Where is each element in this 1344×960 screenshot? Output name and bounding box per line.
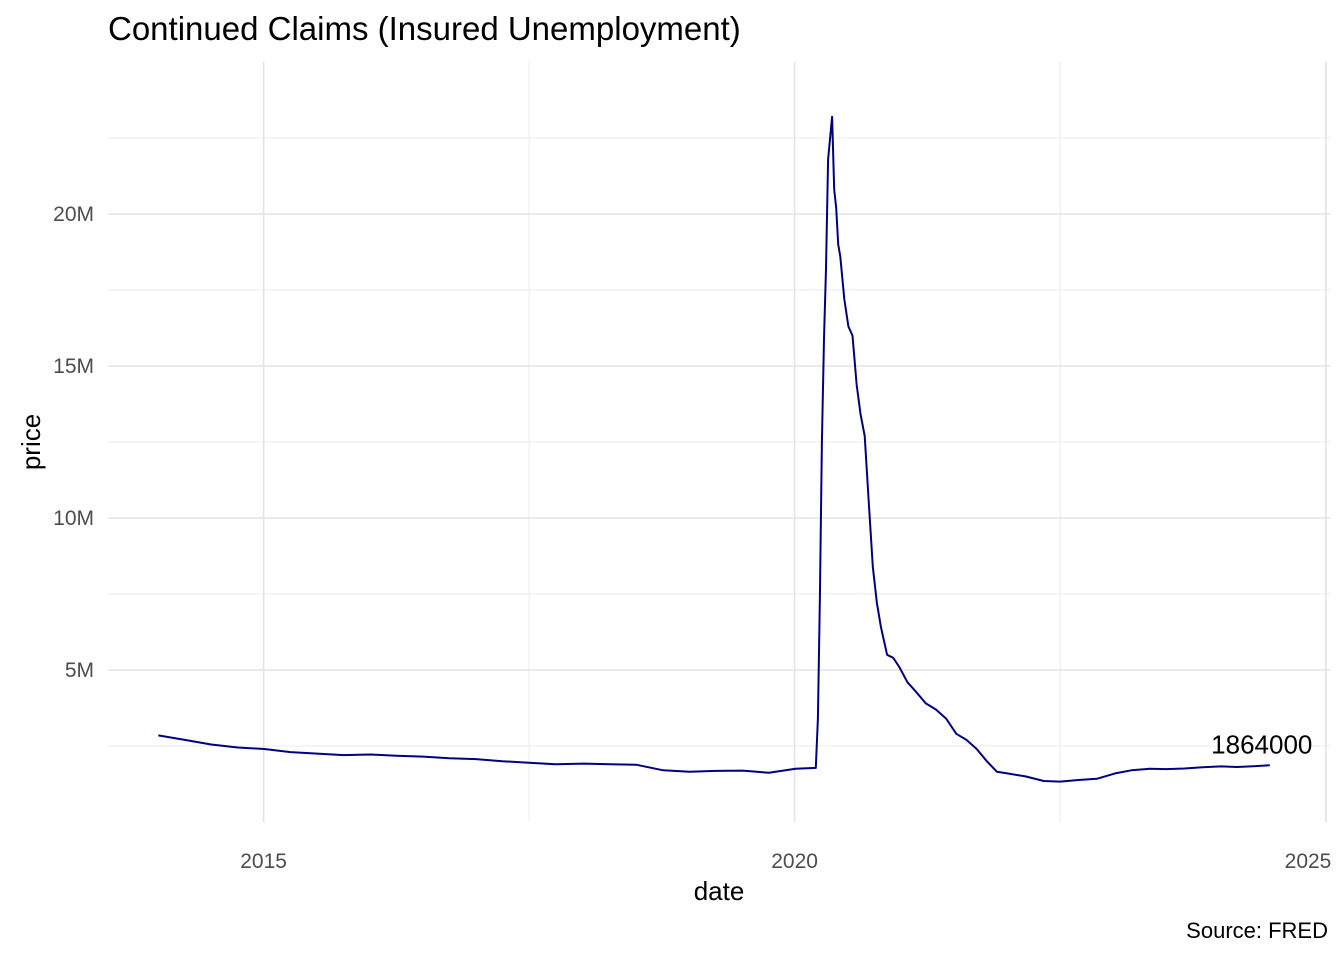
series-line-continued-claims	[158, 115, 1270, 783]
x-tick-label: 2020	[771, 850, 818, 873]
y-axis-ticks: 5M 10M 15M 20M	[53, 203, 94, 682]
y-tick-label: 10M	[53, 507, 94, 530]
x-tick-label: 2015	[240, 850, 287, 873]
source-caption: Source: FRED	[1186, 918, 1328, 943]
y-tick-label: 5M	[65, 659, 94, 682]
x-axis-ticks: 2015 2020 2025	[240, 850, 1331, 873]
y-axis-label: price	[16, 414, 46, 470]
last-value-label: 1864000	[1211, 729, 1312, 759]
x-tick-label: 2025	[1285, 850, 1332, 873]
chart-title: Continued Claims (Insured Unemployment)	[108, 10, 741, 47]
y-tick-label: 15M	[53, 355, 94, 378]
x-axis-label: date	[694, 876, 745, 906]
grid-lines	[108, 62, 1330, 822]
y-tick-label: 20M	[53, 203, 94, 226]
